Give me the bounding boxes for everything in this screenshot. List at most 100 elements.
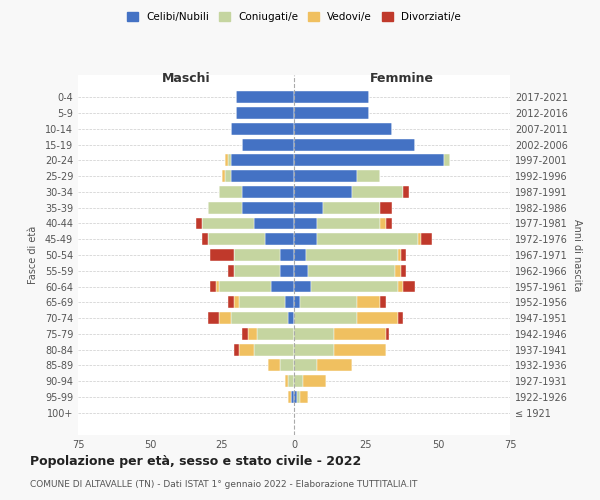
Bar	[294, 138, 415, 150]
Bar	[268, 360, 280, 372]
Bar	[236, 92, 294, 103]
Bar	[294, 265, 308, 276]
Bar	[358, 170, 380, 182]
Bar	[334, 344, 386, 355]
Bar	[254, 344, 294, 355]
Bar	[211, 280, 216, 292]
Bar	[236, 107, 294, 119]
Bar	[386, 218, 392, 230]
Bar	[380, 296, 386, 308]
Bar	[271, 280, 294, 292]
Bar	[352, 186, 403, 198]
Bar	[230, 170, 294, 182]
Bar	[242, 138, 294, 150]
Bar	[294, 234, 317, 245]
Bar	[294, 344, 334, 355]
Bar	[294, 360, 317, 372]
Y-axis label: Fasce di età: Fasce di età	[28, 226, 38, 284]
Bar	[242, 328, 248, 340]
Bar	[219, 186, 242, 198]
Bar	[230, 154, 294, 166]
Bar	[300, 296, 358, 308]
Bar	[294, 154, 444, 166]
Bar	[308, 265, 395, 276]
Bar	[358, 312, 398, 324]
Bar	[300, 391, 308, 403]
Bar	[286, 296, 294, 308]
Bar	[242, 186, 294, 198]
Bar	[317, 234, 418, 245]
Bar	[380, 218, 386, 230]
Bar	[248, 328, 257, 340]
Bar	[386, 328, 389, 340]
Bar	[421, 234, 432, 245]
Bar	[242, 202, 294, 213]
Bar	[294, 391, 297, 403]
Bar	[265, 234, 294, 245]
Bar	[294, 312, 358, 324]
Bar	[233, 296, 239, 308]
Bar	[403, 280, 415, 292]
Bar	[280, 360, 294, 372]
Bar	[302, 376, 326, 387]
Bar	[294, 170, 358, 182]
Bar	[202, 218, 254, 230]
Bar	[418, 234, 421, 245]
Bar	[297, 391, 300, 403]
Bar	[222, 170, 225, 182]
Bar	[294, 92, 369, 103]
Bar	[228, 296, 233, 308]
Bar	[380, 202, 392, 213]
Legend: Celibi/Nubili, Coniugati/e, Vedovi/e, Divorziati/e: Celibi/Nubili, Coniugati/e, Vedovi/e, Di…	[123, 8, 465, 26]
Y-axis label: Anni di nascita: Anni di nascita	[572, 219, 582, 291]
Bar	[294, 296, 300, 308]
Bar	[294, 328, 334, 340]
Bar	[311, 280, 398, 292]
Bar	[233, 249, 280, 261]
Bar	[216, 280, 219, 292]
Bar	[398, 249, 401, 261]
Bar	[294, 218, 317, 230]
Bar	[202, 234, 208, 245]
Bar	[280, 249, 294, 261]
Bar	[196, 218, 202, 230]
Bar	[294, 202, 323, 213]
Bar	[288, 391, 291, 403]
Bar	[294, 123, 392, 134]
Bar	[211, 249, 233, 261]
Bar	[294, 280, 311, 292]
Bar	[280, 265, 294, 276]
Bar	[317, 218, 380, 230]
Bar	[208, 202, 242, 213]
Bar	[230, 312, 288, 324]
Bar	[403, 186, 409, 198]
Text: COMUNE DI ALTAVALLE (TN) - Dati ISTAT 1° gennaio 2022 - Elaborazione TUTTITALIA.: COMUNE DI ALTAVALLE (TN) - Dati ISTAT 1°…	[30, 480, 418, 489]
Bar	[401, 249, 406, 261]
Bar	[288, 312, 294, 324]
Bar	[323, 202, 380, 213]
Bar	[239, 296, 286, 308]
Bar	[294, 249, 305, 261]
Bar	[225, 154, 228, 166]
Bar	[294, 186, 352, 198]
Bar	[288, 376, 294, 387]
Bar	[334, 328, 386, 340]
Bar	[358, 296, 380, 308]
Bar	[398, 312, 403, 324]
Bar	[254, 218, 294, 230]
Bar	[305, 249, 398, 261]
Bar	[294, 107, 369, 119]
Bar	[230, 123, 294, 134]
Bar	[317, 360, 352, 372]
Bar	[233, 344, 239, 355]
Bar	[444, 154, 449, 166]
Bar	[257, 328, 294, 340]
Bar	[294, 376, 302, 387]
Bar	[208, 312, 219, 324]
Bar	[228, 154, 230, 166]
Bar	[219, 312, 230, 324]
Text: Maschi: Maschi	[161, 72, 211, 85]
Text: Popolazione per età, sesso e stato civile - 2022: Popolazione per età, sesso e stato civil…	[30, 455, 361, 468]
Bar	[239, 344, 254, 355]
Bar	[291, 391, 294, 403]
